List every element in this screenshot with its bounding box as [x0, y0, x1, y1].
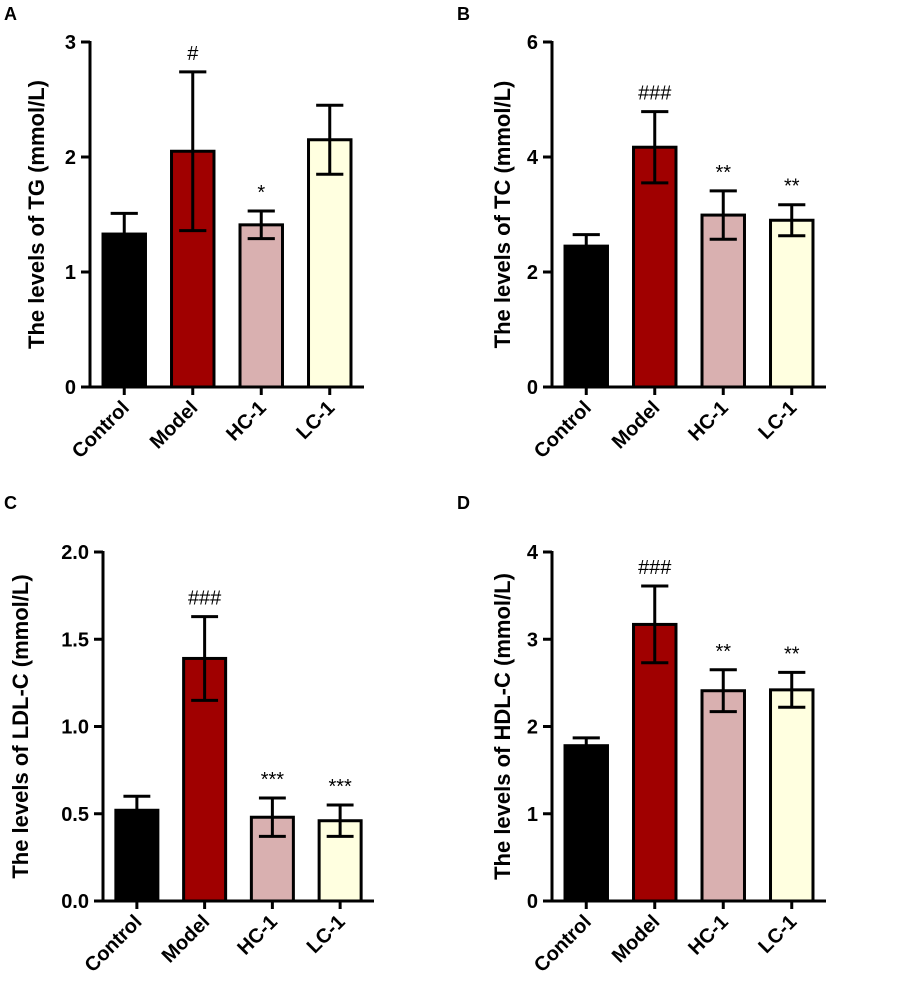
error-bar-lc-1	[778, 203, 806, 238]
error-bar-control	[123, 794, 151, 826]
y-tick-label: 2	[527, 717, 538, 739]
y-axis-label: The levels of HDL-C (mmol/L)	[490, 573, 515, 880]
panel-letter: C	[4, 493, 17, 513]
y-tick-label: 3	[65, 32, 76, 54]
error-bar-hc-1	[247, 209, 275, 241]
category-label: Model	[608, 397, 664, 453]
bar-control	[563, 244, 609, 389]
significance-label: ###	[188, 588, 222, 610]
significance-label: #	[187, 43, 199, 65]
error-bar-lc-1	[326, 803, 354, 838]
category-label: HC-1	[233, 911, 282, 960]
significance-label: ***	[261, 769, 285, 791]
significance-label: ###	[638, 83, 672, 105]
bar-model	[632, 622, 678, 903]
bar-hc-1	[700, 213, 746, 389]
error-bar-control	[110, 211, 138, 257]
y-tick-label: 0.5	[61, 804, 89, 826]
bar-model	[632, 145, 678, 389]
error-bar-model	[191, 615, 219, 702]
bar-control	[563, 744, 609, 903]
error-bar-hc-1	[709, 189, 737, 241]
category-label: Model	[146, 397, 202, 453]
category-label: HC-1	[684, 397, 733, 446]
significance-label: ###	[638, 557, 672, 579]
y-tick-label: 0	[527, 891, 538, 913]
significance-label: *	[257, 182, 265, 204]
y-axis-label: The levels of TC (mmol/L)	[490, 81, 515, 349]
panel-letter: D	[457, 493, 470, 513]
y-axis-label: The levels of TG (mmol/L)	[24, 80, 49, 349]
y-tick-label: 2	[527, 262, 538, 284]
y-tick-label: 1	[527, 804, 538, 826]
category-label: HC-1	[684, 911, 733, 960]
panel-a: A The levels of TG (mmol/L) Control # Model *…	[4, 4, 364, 463]
y-axis-label: The levels of LDL-C (mmol/L)	[8, 574, 33, 878]
y-tick-label: 6	[527, 32, 538, 54]
bar-hc-1	[700, 689, 746, 903]
category-label: Control	[530, 397, 596, 463]
significance-label: **	[715, 641, 731, 663]
y-tick-label: 4	[527, 542, 539, 564]
panel-c: C The levels of LDL-C (mmol/L) Control ### M…	[4, 493, 374, 977]
panel-d: D The levels of HDL-C (mmol/L) Control ### M…	[457, 493, 826, 977]
y-tick-label: 1	[65, 262, 76, 284]
y-tick-label: 2	[65, 147, 76, 169]
bar-hc-1	[249, 815, 295, 903]
significance-label: ***	[328, 776, 352, 798]
error-bar-model	[641, 584, 669, 665]
panel-letter: A	[4, 4, 17, 24]
y-tick-label: 2.0	[61, 542, 89, 564]
category-label: HC-1	[222, 397, 271, 446]
error-bar-lc-1	[316, 103, 344, 176]
error-bar-lc-1	[778, 670, 806, 709]
y-tick-label: 0	[527, 377, 538, 399]
y-tick-label: 1.0	[61, 717, 89, 739]
category-label: Model	[608, 911, 664, 967]
category-label: Control	[81, 911, 147, 977]
panel-b: B The levels of TC (mmol/L) Control ### Mode…	[457, 4, 826, 463]
significance-label: **	[784, 643, 800, 665]
category-label: LC-1	[292, 397, 339, 444]
error-bar-control	[572, 233, 600, 260]
category-label: Model	[158, 911, 214, 967]
category-label: Control	[68, 397, 134, 463]
error-bar-hc-1	[258, 796, 286, 838]
panel-letter: B	[457, 4, 470, 24]
category-label: LC-1	[754, 397, 801, 444]
category-label: LC-1	[754, 911, 801, 958]
y-tick-label: 0	[65, 377, 76, 399]
error-bar-control	[572, 736, 600, 756]
bar-control	[101, 232, 147, 389]
y-tick-label: 0.0	[61, 891, 89, 913]
bar-lc-1	[307, 138, 353, 389]
y-tick-label: 4	[527, 147, 539, 169]
bar-lc-1	[769, 688, 815, 903]
category-label: Control	[530, 911, 596, 977]
error-bar-hc-1	[709, 668, 737, 714]
significance-label: **	[784, 176, 800, 198]
bar-lc-1	[769, 218, 815, 389]
y-tick-label: 1.5	[61, 629, 89, 651]
error-bar-model	[641, 110, 669, 185]
bar-hc-1	[238, 223, 284, 389]
y-tick-label: 3	[527, 629, 538, 651]
significance-label: **	[715, 162, 731, 184]
error-bar-model	[179, 70, 207, 233]
category-label: LC-1	[303, 911, 350, 958]
